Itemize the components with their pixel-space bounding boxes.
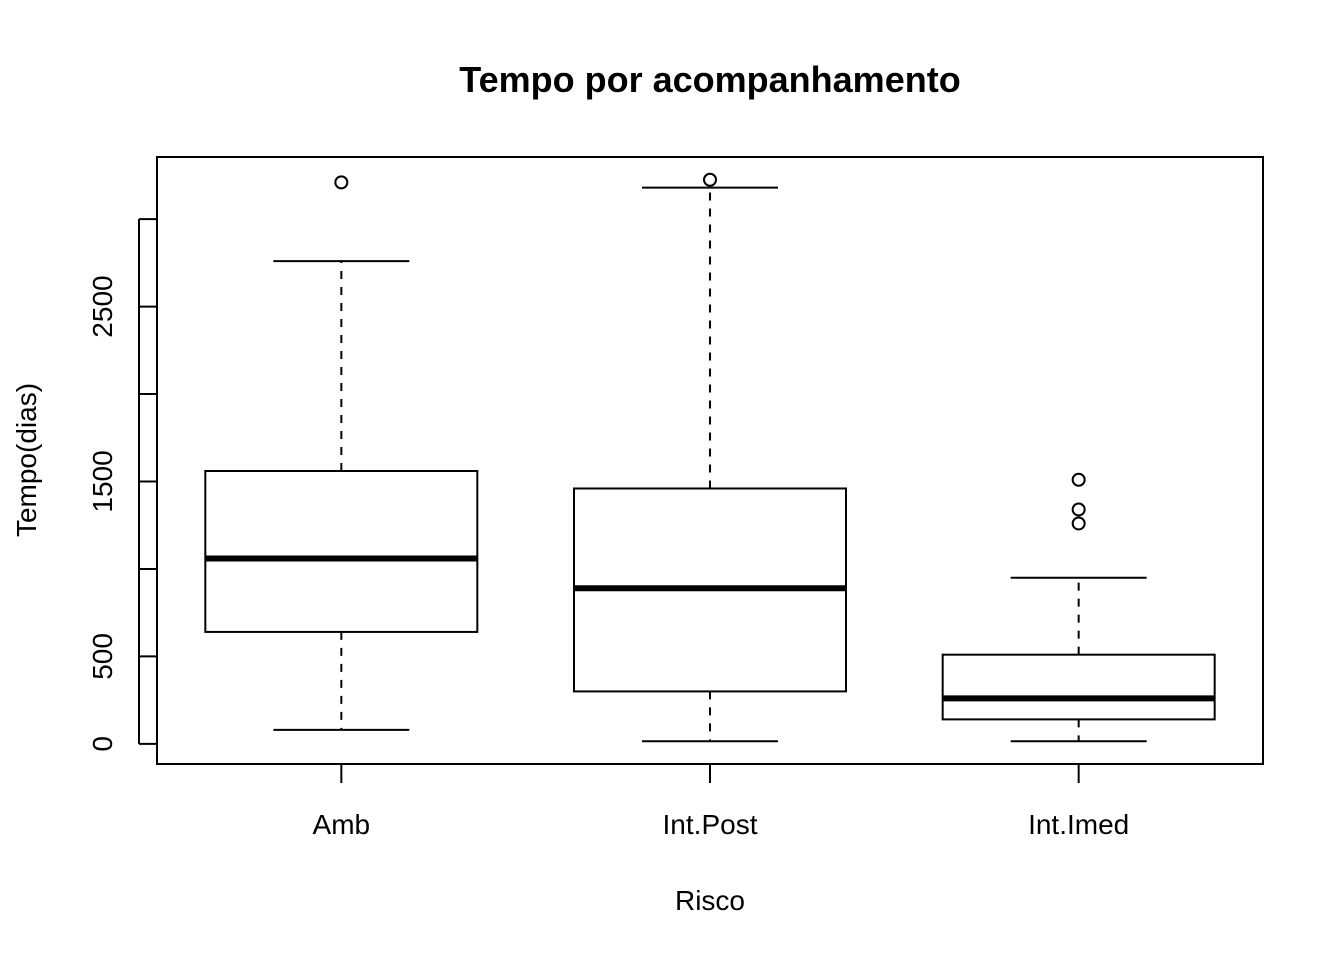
outlier-point	[703, 172, 717, 187]
box-int-post	[573, 172, 847, 743]
x-tick-label: Amb	[313, 809, 371, 840]
box-int-imed	[941, 472, 1216, 743]
boxes-layer	[204, 172, 1216, 743]
box-iqr	[204, 469, 479, 633]
box-amb	[204, 175, 479, 731]
outlier-point	[1071, 516, 1086, 531]
x-tick-label: Int.Imed	[1028, 809, 1129, 840]
y-tick-label: 500	[87, 633, 118, 680]
y-axis-label: Tempo(dias)	[11, 383, 42, 537]
x-tick-label: Int.Post	[663, 809, 758, 840]
x-axis: Amb Int.Post Int.Imed	[313, 764, 1129, 840]
box-iqr	[941, 653, 1216, 721]
y-tick-label: 1500	[87, 450, 118, 512]
outlier-point	[1071, 502, 1086, 517]
chart-title: Tempo por acompanhamento	[459, 59, 960, 100]
outlier-point	[1071, 472, 1086, 487]
outlier-point	[334, 175, 349, 190]
y-tick-label: 2500	[87, 275, 118, 337]
y-tick-label: 0	[87, 736, 118, 752]
y-axis: 0 500 1500 2500	[87, 218, 157, 752]
x-axis-label: Risco	[675, 885, 745, 916]
